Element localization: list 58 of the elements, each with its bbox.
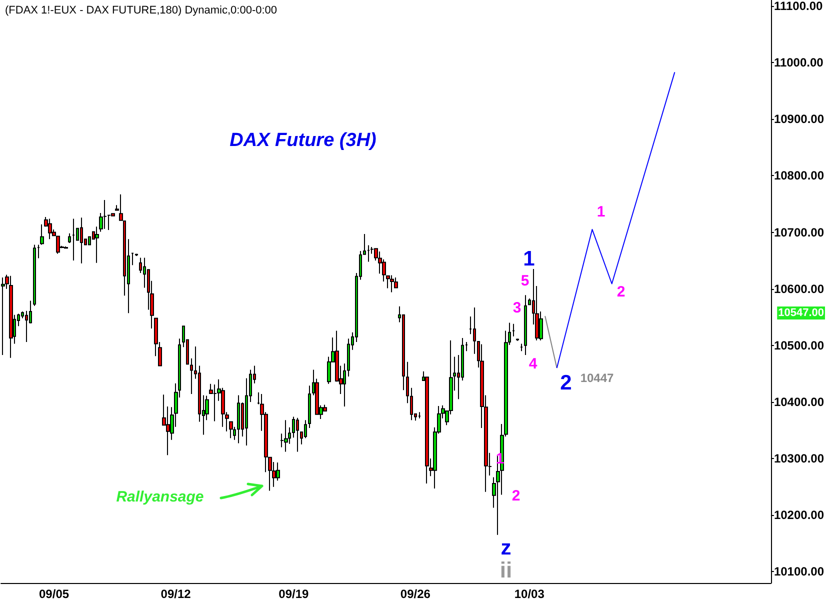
annotation: 5 [520, 272, 530, 290]
candlestick [418, 412, 421, 419]
candlestick [80, 217, 83, 264]
candlestick [272, 461, 276, 488]
candlestick [1, 277, 5, 356]
x-tick-label: 09/26 [400, 587, 431, 601]
line-series [556, 72, 676, 369]
y-tick-label: 10100.00 [774, 564, 824, 579]
y-tick-label: 10400.00 [774, 394, 824, 409]
candlestick [308, 385, 311, 428]
y-tick-label: 11000.00 [774, 56, 824, 70]
annotation: 10447 [580, 371, 614, 385]
annotation: 1 [496, 450, 504, 468]
x-tick-label: 09/19 [278, 587, 309, 601]
candlestick [33, 244, 36, 306]
annotation: ii [500, 558, 512, 582]
chart-title: (FDAX 1!-EUX - DAX FUTURE,180) Dynamic,0:00-0:00 [5, 4, 278, 16]
y-tick-label: 10500.00 [774, 338, 824, 352]
annotation: 2 [512, 488, 520, 504]
candlestick [9, 275, 13, 358]
text: 10547.00 [778, 307, 824, 319]
candlestick [68, 232, 71, 244]
y-tick-label: 10200.00 [774, 508, 824, 522]
y-tick-label: 10800.00 [774, 168, 824, 183]
candlestick [213, 384, 217, 422]
y-tick-label: 10600.00 [774, 282, 824, 296]
y-tick-label: 11100.00 [774, 0, 823, 13]
candlestick [520, 343, 523, 352]
candlestick [386, 275, 390, 289]
candlestick [524, 294, 527, 356]
annotation: Rallyansage [116, 488, 204, 506]
annotation: 4 [528, 356, 538, 372]
annotation: 2 [616, 284, 626, 300]
annotation: 3 [512, 300, 522, 316]
candlestick [237, 394, 240, 444]
candlestick [95, 226, 99, 264]
annotation: 1 [596, 204, 606, 220]
candlestick [131, 252, 134, 266]
annotation: z [500, 536, 512, 560]
annotation: 1 [523, 248, 536, 270]
candlestick [48, 218, 52, 240]
x-tick-label: 10/03 [514, 587, 545, 601]
x-tick-label: 09/12 [160, 587, 192, 601]
candlestick [284, 420, 288, 452]
annotation: 2 [560, 372, 572, 394]
y-tick-label: 10300.00 [774, 452, 824, 466]
y-tick-label: 10900.00 [774, 112, 824, 126]
x-tick-label: 09/05 [39, 587, 70, 601]
candlestick [103, 200, 107, 230]
y-tick-label: 10700.00 [774, 225, 824, 240]
candlestick [394, 277, 398, 288]
text: DAX Future (3H) [230, 130, 376, 151]
candlestick [512, 323, 515, 337]
candlestick [229, 421, 233, 439]
candlestick [40, 224, 44, 246]
candlestick [72, 218, 75, 262]
candlestick [296, 417, 299, 452]
candlestick [390, 274, 394, 293]
